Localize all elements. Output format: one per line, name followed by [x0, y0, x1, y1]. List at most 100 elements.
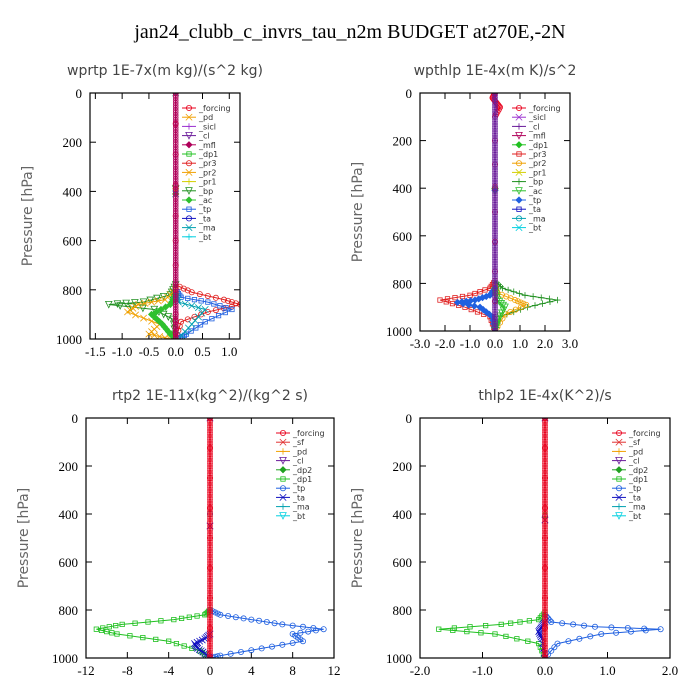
- legend-label-pr2: _pr2: [528, 159, 546, 168]
- data-point-tp: [205, 299, 211, 305]
- legend-label-pr2: _pr2: [198, 168, 216, 177]
- x-tick-label: 0.5: [194, 344, 210, 359]
- legend-marker-forcing: [279, 429, 286, 436]
- data-point-tp: [279, 641, 286, 648]
- data-point-ma: [188, 302, 196, 310]
- data-point-pr2: [512, 297, 519, 304]
- legend-marker-ac: [185, 196, 193, 204]
- data-point-dp1: [113, 623, 119, 629]
- data-point-ac: [499, 301, 507, 310]
- legend-label-ta: _ta: [528, 205, 541, 214]
- x-tick-label: 2.0: [537, 336, 553, 351]
- data-point-pr2: [154, 297, 162, 305]
- data-point-pr3: [482, 287, 488, 293]
- data-point-pr3: [468, 306, 474, 313]
- data-point-bp: [546, 295, 553, 303]
- data-point-tp: [576, 635, 583, 642]
- legend-label-pr1: _pr1: [528, 168, 546, 177]
- legend-marker-cl: [185, 132, 193, 140]
- legend-marker-cl: [279, 457, 287, 465]
- legend-label-tp: _tp: [292, 484, 305, 493]
- series-line-tp: [209, 418, 324, 658]
- budget-panel-4: thlp2 1E-4x(K^2)/s Pressure [hPa] -2.0 -1.0…: [350, 388, 678, 678]
- data-point-tp: [465, 301, 473, 309]
- y-tick-label: 800: [393, 276, 413, 291]
- y-tick-label: 0: [76, 86, 83, 101]
- legend-marker-bp: [515, 178, 523, 185]
- x-tick-label: -4: [163, 663, 174, 678]
- data-point-tp: [256, 617, 263, 624]
- x-tick-label: -1.0: [472, 663, 493, 678]
- x-tick-label: -2.0: [410, 663, 431, 678]
- data-point-bp: [529, 293, 537, 300]
- data-point-dp1: [203, 611, 209, 617]
- legend-marker-bt: [515, 224, 523, 232]
- data-point-tp: [215, 313, 222, 319]
- legend-marker-bt: [185, 233, 193, 240]
- data-point-tp: [565, 638, 572, 645]
- x-tick-label: 1.0: [221, 344, 237, 359]
- x-tick-label: 12: [328, 663, 341, 678]
- data-point-tp: [191, 297, 198, 303]
- data-point-dp1: [526, 618, 532, 624]
- legend-label-bt: _bt: [628, 512, 641, 521]
- budget-panel-1: wprtp 1E-7x(m kg)/(s^2 kg) Pressure [hPa]…: [20, 63, 263, 359]
- x-tick-label: -2.0: [435, 336, 456, 351]
- legend-marker-pd: [279, 448, 287, 455]
- legend-label-cl: _cl: [528, 122, 540, 131]
- legend-label-dp1: _dp1: [198, 150, 218, 159]
- legend-label-sicl: _sicl: [528, 113, 546, 122]
- data-point-bp: [104, 300, 113, 309]
- data-point-dp1: [186, 614, 192, 620]
- legend-label-cl: _cl: [292, 457, 304, 466]
- x-tick-label: -12: [77, 663, 94, 678]
- data-point-tp: [470, 302, 478, 310]
- data-point-bp: [499, 284, 506, 292]
- y-axis-label: Pressure [hPa]: [350, 162, 366, 262]
- x-tick-label: 0: [207, 663, 214, 678]
- legend-label-tp: _tp: [528, 196, 541, 205]
- legend-marker-pr1: [515, 168, 523, 176]
- x-tick-label: 0.0: [168, 344, 184, 359]
- data-point-bp: [146, 296, 155, 305]
- legend-label-forcing: _forcing: [198, 104, 231, 113]
- x-tick-label: 2.0: [662, 663, 678, 678]
- data-point-dp1: [114, 631, 120, 637]
- data-point-pr3: [472, 290, 478, 297]
- data-point-dp1: [140, 635, 146, 641]
- data-point-tp: [570, 621, 577, 628]
- series-group: [436, 418, 664, 658]
- y-tick-label: 600: [59, 555, 79, 570]
- legend-label-pr3: _pr3: [198, 159, 216, 168]
- data-point-dp1: [483, 623, 489, 629]
- y-tick-label: 1000: [52, 651, 78, 666]
- y-tick-label: 200: [63, 135, 83, 150]
- data-point-tp: [548, 619, 555, 626]
- data-point-tp: [305, 628, 312, 635]
- data-point-tp: [209, 316, 215, 322]
- data-point-forcing: [496, 103, 503, 110]
- data-point-tp: [227, 650, 234, 657]
- legend-marker-dp2: [615, 466, 623, 474]
- data-point-pr3: [228, 299, 235, 306]
- data-point-tp: [299, 623, 306, 630]
- legend-marker-forcing: [616, 429, 623, 436]
- series-group: [437, 93, 561, 331]
- x-tick-label: -8: [122, 663, 133, 678]
- legend-marker-cl: [515, 123, 523, 130]
- y-tick-label: 1000: [386, 324, 412, 339]
- y-tick-label: 0: [406, 411, 413, 426]
- legend-marker-cl: [615, 457, 623, 465]
- legend-marker-dp1: [186, 151, 192, 157]
- x-tick-label: 0.0: [487, 336, 503, 351]
- legend-marker-forcing: [185, 105, 192, 112]
- data-point-pr3: [452, 295, 458, 301]
- legend: _forcing_sicl_cl_mfl_dp1_pr3_pr2_pr1_bp_…: [512, 104, 561, 233]
- panel-title: thlp2 1E-4x(K^2)/s: [478, 388, 611, 404]
- legend-marker-bp: [185, 187, 193, 195]
- data-point-tp: [297, 629, 304, 636]
- data-point-dp1: [106, 624, 112, 630]
- data-point-bp: [538, 294, 545, 301]
- legend-label-ma: _ma: [528, 214, 546, 223]
- legend-marker-dp1: [280, 476, 286, 482]
